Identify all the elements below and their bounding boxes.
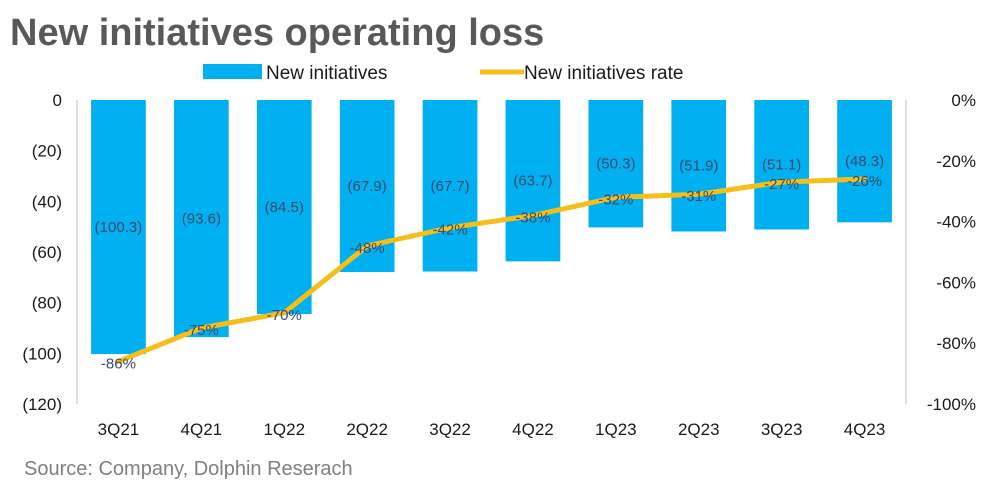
bar	[588, 100, 644, 228]
x-axis: 3Q21 4Q21 1Q22 2Q22 3Q22 4Q22 1Q23 2Q23 3Q23 4Q23	[98, 420, 886, 439]
bar	[256, 100, 312, 315]
bar-data-label: (93.6)	[182, 211, 221, 228]
bar-series	[91, 100, 892, 355]
legend-label-bars: New initiatives	[266, 63, 387, 84]
bar	[754, 100, 810, 230]
x-tick-label: 4Q23	[844, 420, 886, 439]
bar-data-label: (51.1)	[762, 157, 801, 174]
y-left-tick-label: (40)	[32, 192, 62, 211]
bar-data-label: (67.9)	[348, 178, 387, 195]
y-right-tick-label: -40%	[936, 213, 976, 232]
bar-data-label: (67.7)	[430, 178, 469, 195]
rate-point	[364, 243, 370, 249]
y-left-tick-label: (60)	[32, 243, 62, 262]
rate-data-label: -26%	[847, 173, 882, 190]
bar	[422, 100, 478, 272]
rate-data-label: -32%	[598, 191, 633, 208]
rate-point	[447, 225, 453, 231]
rate-point	[862, 176, 868, 182]
bar	[837, 100, 892, 223]
bar	[671, 100, 727, 232]
rate-data-label: -27%	[764, 176, 799, 193]
rate-line	[115, 176, 868, 364]
rate-data-label: -75%	[184, 322, 219, 339]
rate-data-label: -42%	[433, 222, 468, 239]
x-tick-label: 1Q23	[595, 420, 637, 439]
y-left-axis: 0 (20) (40) (60) (80) (100) (120)	[22, 91, 62, 414]
rate-data-label: -70%	[267, 307, 302, 324]
chart-title: New initiatives operating loss	[10, 12, 545, 54]
y-right-tick-label: -20%	[936, 152, 976, 171]
y-left-tick-label: (20)	[32, 142, 62, 161]
rate-data-label: -86%	[101, 355, 136, 372]
y-left-tick-label: (120)	[22, 395, 62, 414]
y-left-tick-label: (80)	[32, 294, 62, 313]
legend: New initiatives New initiatives rate	[203, 63, 683, 84]
bar-data-label: (48.3)	[845, 153, 884, 170]
bar-data-label: (100.3)	[95, 219, 143, 236]
bar-data-label: (84.5)	[265, 199, 304, 216]
legend-swatch-bars	[203, 64, 262, 79]
x-tick-label: 3Q23	[761, 420, 803, 439]
y-right-tick-label: 0%	[951, 91, 976, 110]
rate-point	[696, 191, 702, 197]
y-left-tick-label: (100)	[22, 344, 62, 363]
x-tick-label: 3Q22	[429, 420, 471, 439]
line-series	[115, 176, 868, 364]
bar-data-label: (51.9)	[679, 158, 718, 175]
rate-point	[198, 325, 204, 331]
bar	[505, 100, 561, 262]
bar	[173, 100, 229, 338]
x-tick-label: 4Q21	[181, 420, 223, 439]
source-note: Source: Company, Dolphin Reserach	[24, 458, 353, 480]
bar-data-label: (63.7)	[513, 173, 552, 190]
x-tick-label: 3Q21	[98, 420, 140, 439]
rate-data-label: -38%	[515, 210, 550, 227]
x-tick-label: 2Q22	[346, 420, 388, 439]
rate-point	[281, 310, 287, 316]
y-right-tick-label: -60%	[936, 273, 976, 292]
rate-data-label: -31%	[681, 188, 716, 205]
rate-point	[779, 179, 785, 185]
y-right-tick-label: -80%	[936, 334, 976, 353]
bar-labels: (100.3) (93.6) (84.5) (67.9) (67.7) (63.7) (50…	[95, 153, 884, 236]
rate-point	[530, 213, 536, 219]
x-tick-label: 1Q22	[263, 420, 305, 439]
rate-point	[613, 194, 619, 200]
x-tick-label: 2Q23	[678, 420, 720, 439]
legend-label-line: New initiatives rate	[524, 63, 683, 84]
y-right-tick-label: -100%	[927, 395, 976, 414]
bar-data-label: (50.3)	[596, 156, 635, 173]
y-left-tick-label: 0	[53, 91, 62, 110]
y-right-axis: 0% -20% -40% -60% -80% -100%	[927, 91, 976, 414]
x-tick-label: 4Q22	[512, 420, 554, 439]
bar	[91, 100, 146, 355]
rate-point	[115, 358, 121, 364]
rate-data-label: -48%	[350, 240, 385, 257]
line-labels: -86% -75% -70% -48% -42% -38% -32% -31% -27% -26%	[101, 173, 882, 372]
